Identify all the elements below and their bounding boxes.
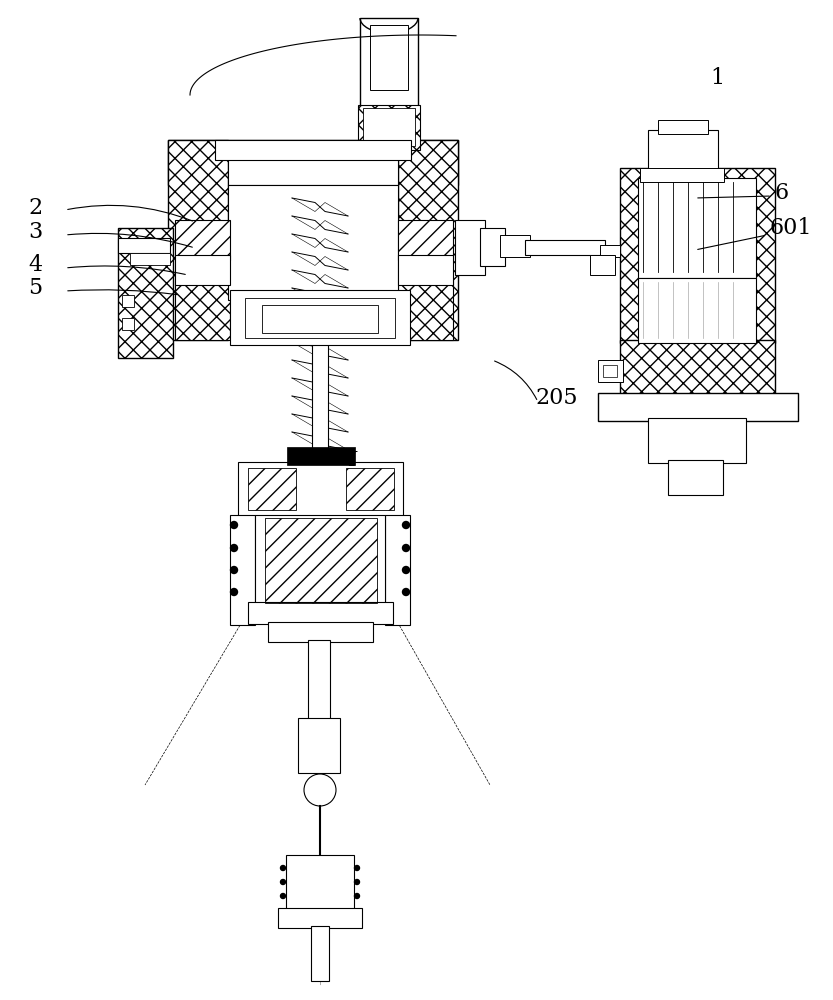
Circle shape [402, 588, 410, 595]
Bar [603, 365, 617, 377]
Bar [228, 185, 398, 300]
Bar [298, 718, 340, 773]
Bar [230, 290, 410, 345]
Bar [640, 168, 724, 182]
Bar [668, 460, 723, 495]
Circle shape [281, 894, 286, 898]
Text: 3: 3 [28, 221, 42, 243]
Circle shape [402, 566, 410, 574]
Bar [268, 622, 373, 642]
Circle shape [231, 588, 237, 595]
Bar [346, 468, 394, 510]
Text: 4: 4 [28, 254, 42, 276]
Circle shape [281, 865, 286, 870]
Bar [248, 468, 296, 510]
Bar [525, 240, 605, 255]
Bar [358, 105, 420, 150]
Text: 2: 2 [28, 197, 42, 219]
Circle shape [304, 774, 336, 806]
Bar [168, 140, 228, 340]
Bar [311, 926, 329, 981]
Bar [245, 298, 395, 338]
Bar [638, 278, 756, 343]
Bar [648, 418, 746, 463]
Bar [658, 120, 708, 134]
Circle shape [281, 880, 286, 884]
Bar [228, 140, 398, 185]
Bar [130, 253, 170, 265]
Bar [278, 908, 362, 928]
Bar [595, 258, 610, 272]
Bar [118, 228, 173, 358]
Bar [590, 255, 615, 275]
Bar [312, 330, 328, 640]
Bar [620, 340, 775, 395]
Bar [175, 255, 230, 285]
Bar [248, 602, 393, 624]
Bar [398, 140, 458, 340]
Circle shape [402, 522, 410, 528]
Circle shape [231, 566, 237, 574]
Bar [455, 220, 485, 275]
Bar [286, 855, 354, 910]
Bar [480, 228, 505, 266]
Circle shape [355, 880, 360, 884]
Bar [638, 178, 756, 278]
Bar [287, 447, 355, 465]
Bar [500, 235, 530, 257]
Bar [122, 318, 134, 330]
Bar [370, 25, 408, 90]
Bar [598, 360, 623, 382]
Circle shape [355, 865, 360, 870]
Bar [265, 518, 377, 603]
Bar [398, 280, 453, 340]
Bar [118, 238, 170, 253]
Bar [175, 280, 230, 340]
Circle shape [231, 522, 237, 528]
Bar [262, 305, 378, 333]
Bar [385, 515, 410, 625]
Text: 5: 5 [28, 277, 42, 299]
Bar [360, 18, 418, 108]
Text: 1: 1 [710, 67, 724, 89]
Circle shape [402, 544, 410, 552]
Bar [398, 220, 453, 260]
Bar [648, 130, 718, 172]
Bar [175, 220, 230, 260]
Bar [215, 140, 411, 160]
Text: 205: 205 [535, 387, 577, 409]
Bar [308, 640, 330, 720]
Bar [600, 245, 620, 257]
Bar [620, 168, 775, 343]
Circle shape [231, 544, 237, 552]
Bar [598, 393, 798, 421]
Bar [363, 108, 415, 146]
Bar [398, 255, 453, 285]
Bar [230, 515, 255, 625]
Bar [168, 140, 458, 185]
Text: 601: 601 [770, 217, 812, 239]
Circle shape [355, 894, 360, 898]
Text: I: I [348, 450, 357, 470]
Bar [255, 515, 385, 605]
Text: 6: 6 [775, 182, 789, 204]
Bar [238, 462, 403, 517]
Bar [122, 295, 134, 307]
